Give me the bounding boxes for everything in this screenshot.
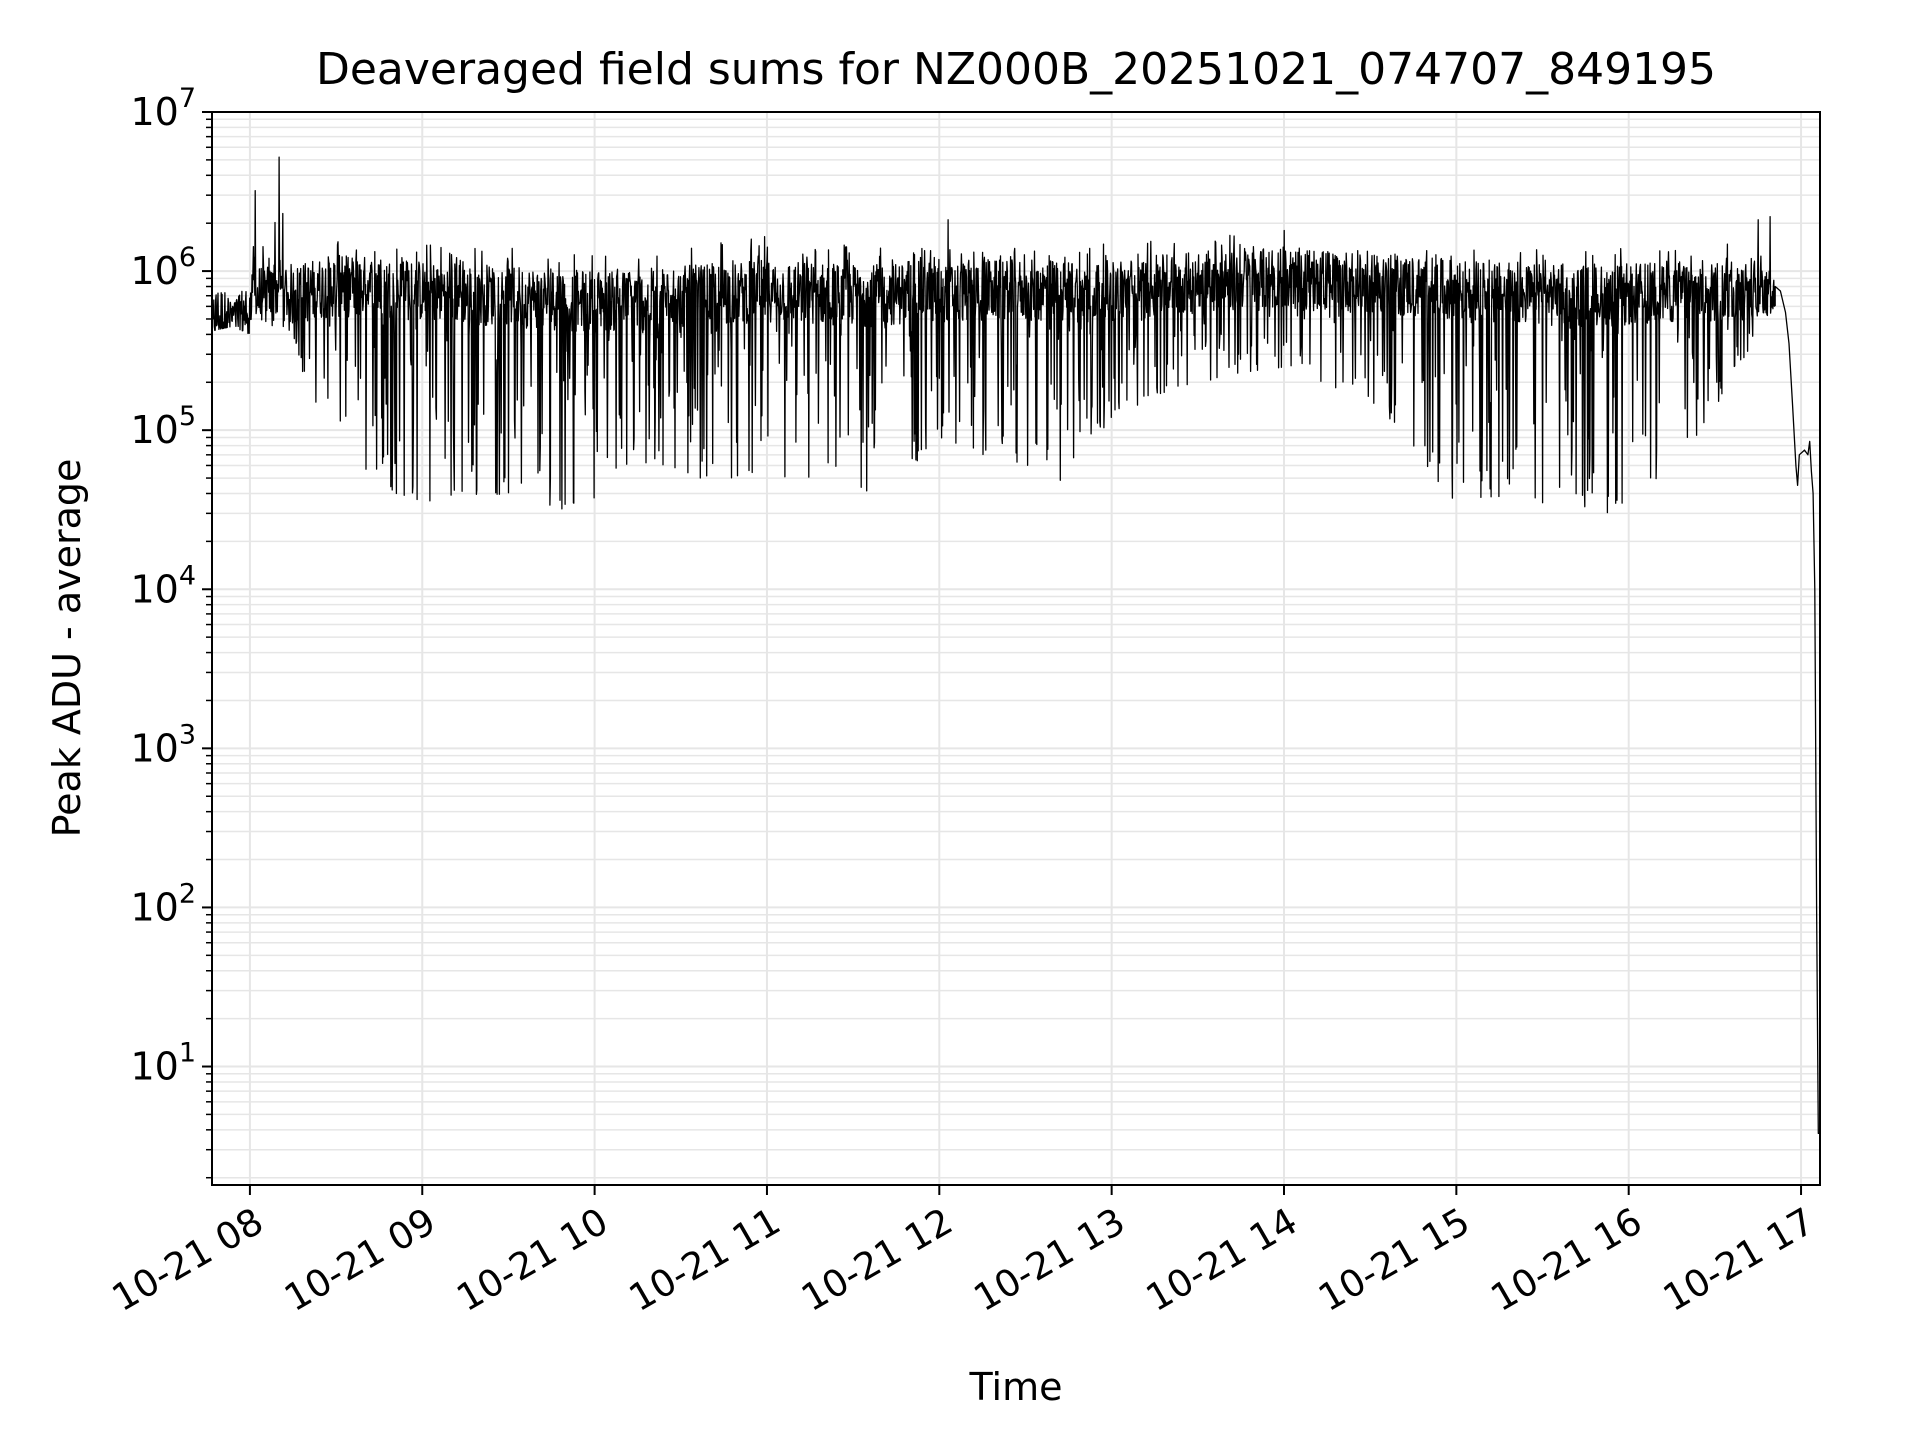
chart-title: Deaveraged field sums for NZ000B_2025102… xyxy=(316,44,1716,95)
plot-frame xyxy=(211,111,1821,1186)
y-tick-label: 104 xyxy=(130,560,196,611)
x-axis-label: Time xyxy=(969,1365,1063,1409)
y-axis-label: Peak ADU - average xyxy=(45,459,89,838)
y-tick-label: 102 xyxy=(130,878,196,929)
y-tick-label: 103 xyxy=(130,719,196,770)
y-tick-label: 105 xyxy=(130,401,196,452)
y-tick-label: 106 xyxy=(130,242,196,293)
y-tick-label: 107 xyxy=(130,83,196,134)
y-tick-label: 101 xyxy=(130,1038,196,1089)
grid-layer xyxy=(212,111,1820,1185)
data-layer xyxy=(211,156,1820,1135)
series-line-deaveraged-sum xyxy=(211,156,1820,1135)
